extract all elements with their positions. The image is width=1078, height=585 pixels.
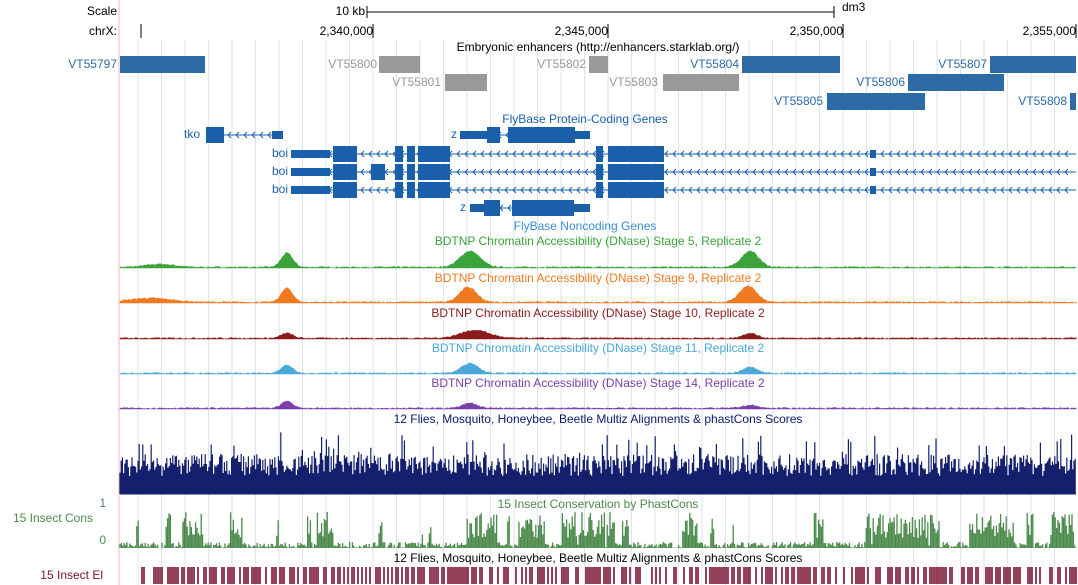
gene-label: boi xyxy=(272,146,288,160)
exon xyxy=(291,168,330,176)
exon xyxy=(575,131,590,139)
exon xyxy=(291,186,330,194)
exon xyxy=(291,150,330,158)
enhancer-label: VT55804 xyxy=(690,57,739,71)
gene-label: boi xyxy=(272,182,288,196)
exon xyxy=(371,164,385,180)
enhancer xyxy=(663,74,739,91)
track-title: 15 Insect Conservation by PhastCons xyxy=(498,497,699,511)
track-title: BDTNP Chromatin Accessibility (DNase) St… xyxy=(432,341,765,355)
signal xyxy=(119,250,1077,269)
exon xyxy=(608,146,664,162)
enhancer xyxy=(827,93,925,110)
exon xyxy=(407,146,415,162)
scale-size: 10 kb xyxy=(336,4,366,18)
chrom-label: chrX: xyxy=(89,24,117,38)
track-title: FlyBase Noncoding Genes xyxy=(514,219,657,233)
exon xyxy=(596,182,603,198)
gene-label: z xyxy=(451,127,457,141)
track-label: 15 Insect Cons xyxy=(13,511,93,525)
gene-label: boi xyxy=(272,164,288,178)
exon xyxy=(596,164,603,180)
exon xyxy=(596,146,603,162)
signal xyxy=(119,362,1077,375)
exon xyxy=(487,127,500,143)
exon xyxy=(407,182,415,198)
exon xyxy=(512,200,574,216)
gene-label: tko xyxy=(184,127,200,141)
enhancer xyxy=(445,74,487,91)
enhancer-label: VT55806 xyxy=(856,75,905,89)
track-title: BDTNP Chromatin Accessibility (DNase) St… xyxy=(431,306,765,320)
exon xyxy=(508,127,575,143)
exon xyxy=(608,164,664,180)
assembly: dm3 xyxy=(842,0,866,14)
enhancer xyxy=(908,74,1004,91)
element-bars xyxy=(141,567,1077,584)
track-title: BDTNP Chromatin Accessibility (DNase) St… xyxy=(435,234,762,248)
exon xyxy=(870,168,876,176)
exon xyxy=(333,146,357,162)
exon xyxy=(395,146,403,162)
exon xyxy=(418,146,450,162)
exon xyxy=(418,182,450,198)
track-title: 12 Flies, Mosquito, Honeybee, Beetle Mul… xyxy=(394,551,803,565)
ruler-tick-label: 2,350,000 xyxy=(790,24,844,38)
exon xyxy=(333,164,357,180)
exon xyxy=(870,150,876,158)
enhancer-label: VT55800 xyxy=(328,57,377,71)
enhancer xyxy=(990,56,1076,73)
enhancer-label: VT55797 xyxy=(68,57,117,71)
track-title: Embryonic enhancers (http://enhancers.st… xyxy=(457,40,740,54)
exon xyxy=(460,131,487,139)
enhancer-label: VT55801 xyxy=(392,75,441,89)
track-title: FlyBase Protein-Coding Genes xyxy=(502,112,667,126)
exon xyxy=(395,182,403,198)
enhancer xyxy=(379,56,420,73)
enhancer-label: VT55807 xyxy=(938,57,987,71)
enhancer xyxy=(1070,93,1076,110)
ruler-tick-label: 2,340,000 xyxy=(320,24,374,38)
axis-label: 1 xyxy=(99,496,106,510)
exon xyxy=(333,182,357,198)
exon xyxy=(206,127,224,143)
exon xyxy=(574,204,590,212)
enhancer-label: VT55805 xyxy=(774,94,823,108)
ruler-tick-label: 2,345,000 xyxy=(555,24,609,38)
track-title: 12 Flies, Mosquito, Honeybee, Beetle Mul… xyxy=(394,412,803,426)
exon xyxy=(870,186,876,194)
enhancer xyxy=(742,56,840,73)
exon xyxy=(407,164,415,180)
ruler-tick-label: 2,355,000 xyxy=(1023,24,1077,38)
exon xyxy=(418,164,450,180)
track-title: BDTNP Chromatin Accessibility (DNase) St… xyxy=(431,376,765,390)
exon xyxy=(395,164,403,180)
conservation-bars xyxy=(119,432,1076,494)
signal xyxy=(119,400,1077,410)
exon xyxy=(484,200,500,216)
enhancer-label: VT55808 xyxy=(1018,94,1067,108)
enhancer xyxy=(589,56,608,73)
scale-label: Scale xyxy=(87,4,117,18)
enhancer-label: VT55803 xyxy=(609,75,658,89)
gene-label: z xyxy=(460,200,466,214)
signal xyxy=(119,329,1077,340)
exon xyxy=(608,182,664,198)
axis-label: 0 xyxy=(99,533,106,547)
track-label: 15 Insect El xyxy=(40,568,103,582)
exon xyxy=(272,131,283,139)
phastcons-bars xyxy=(119,512,1076,548)
enhancer xyxy=(120,56,205,73)
signal xyxy=(119,285,1077,304)
exon xyxy=(470,204,484,212)
track-title: BDTNP Chromatin Accessibility (DNase) St… xyxy=(435,271,762,285)
enhancer-label: VT55802 xyxy=(537,57,586,71)
